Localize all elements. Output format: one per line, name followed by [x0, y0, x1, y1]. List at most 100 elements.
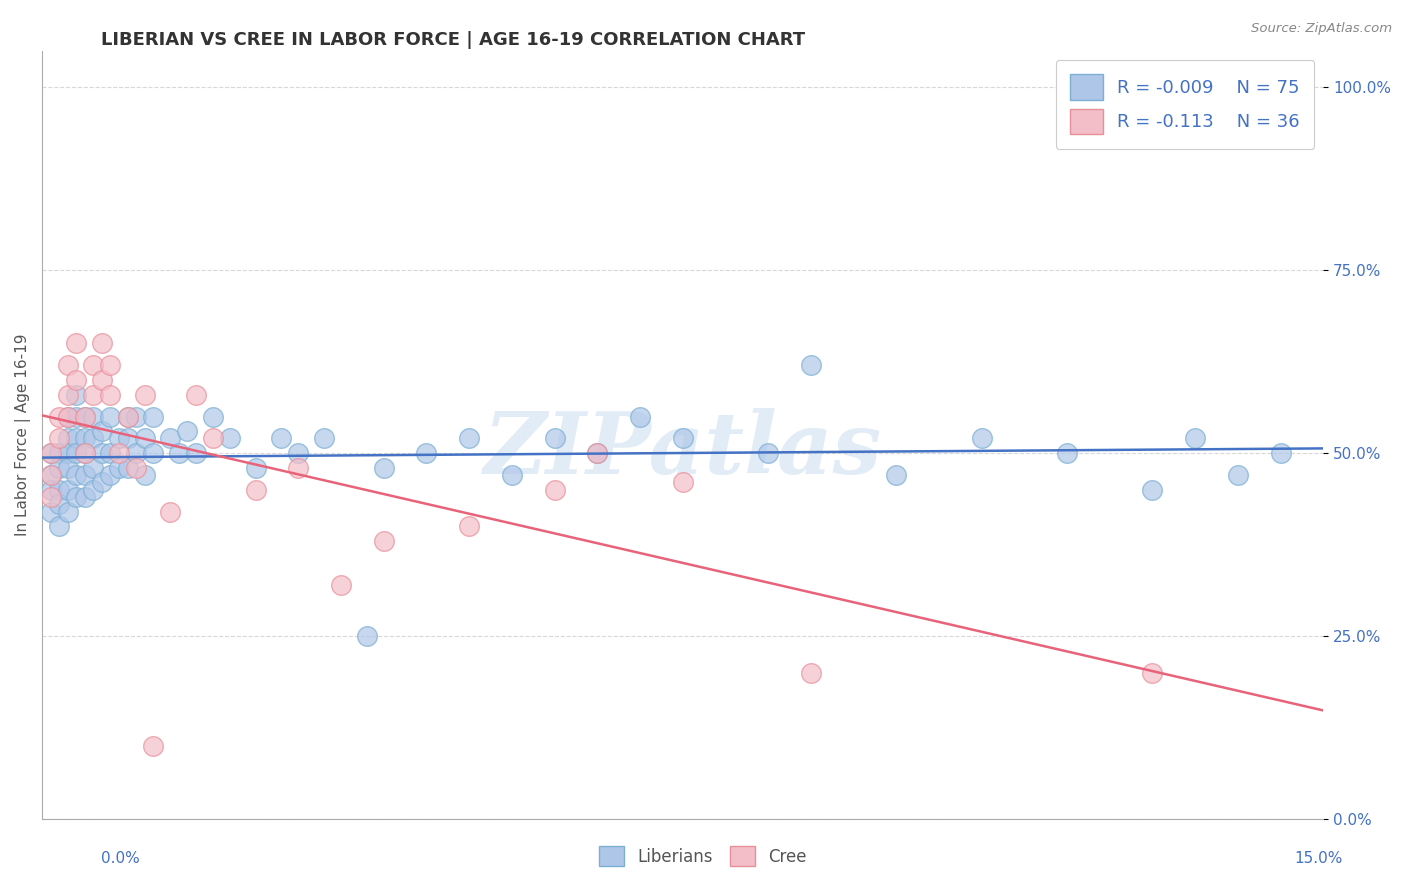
Point — [65, 409, 87, 424]
Point — [39, 468, 62, 483]
Point — [458, 519, 481, 533]
Text: ZIPatlas: ZIPatlas — [484, 409, 882, 491]
Point — [48, 460, 70, 475]
Point — [82, 359, 104, 373]
Point — [245, 460, 267, 475]
Point — [73, 468, 96, 483]
Point — [1142, 483, 1164, 497]
Point — [56, 409, 79, 424]
Point — [100, 387, 122, 401]
Point — [48, 446, 70, 460]
Point — [142, 739, 165, 753]
Point — [56, 446, 79, 460]
Point — [1142, 665, 1164, 680]
Point — [65, 490, 87, 504]
Text: 0.0%: 0.0% — [101, 852, 141, 866]
Point — [73, 446, 96, 460]
Point — [90, 424, 112, 438]
Point — [287, 446, 309, 460]
Legend: Liberians, Cree: Liberians, Cree — [591, 838, 815, 875]
Point — [100, 468, 122, 483]
Point — [56, 460, 79, 475]
Point — [201, 432, 224, 446]
Point — [65, 446, 87, 460]
Point — [100, 446, 122, 460]
Point — [90, 373, 112, 387]
Point — [39, 505, 62, 519]
Point — [82, 409, 104, 424]
Point — [167, 446, 190, 460]
Point — [56, 359, 79, 373]
Legend: R = -0.009    N = 75, R = -0.113    N = 36: R = -0.009 N = 75, R = -0.113 N = 36 — [1056, 60, 1315, 149]
Point — [184, 387, 207, 401]
Point — [142, 446, 165, 460]
Point — [39, 446, 62, 460]
Point — [672, 475, 695, 490]
Point — [501, 468, 523, 483]
Point — [142, 409, 165, 424]
Point — [330, 578, 353, 592]
Point — [65, 468, 87, 483]
Point — [90, 475, 112, 490]
Point — [415, 446, 437, 460]
Point — [82, 387, 104, 401]
Point — [56, 432, 79, 446]
Point — [39, 468, 62, 483]
Point — [125, 446, 148, 460]
Point — [73, 432, 96, 446]
Point — [39, 490, 62, 504]
Point — [800, 665, 823, 680]
Point — [117, 409, 139, 424]
Point — [184, 446, 207, 460]
Point — [356, 629, 378, 643]
Point — [134, 468, 156, 483]
Point — [543, 483, 565, 497]
Point — [373, 460, 395, 475]
Point — [73, 409, 96, 424]
Point — [73, 409, 96, 424]
Point — [159, 432, 181, 446]
Point — [82, 483, 104, 497]
Point — [270, 432, 292, 446]
Point — [125, 460, 148, 475]
Point — [82, 460, 104, 475]
Point — [800, 359, 823, 373]
Point — [884, 468, 907, 483]
Point — [1184, 432, 1206, 446]
Point — [117, 432, 139, 446]
Point — [65, 336, 87, 351]
Point — [73, 490, 96, 504]
Point — [312, 432, 335, 446]
Point — [65, 373, 87, 387]
Point — [56, 387, 79, 401]
Point — [48, 497, 70, 511]
Point — [134, 387, 156, 401]
Point — [201, 409, 224, 424]
Point — [56, 505, 79, 519]
Point — [48, 432, 70, 446]
Point — [48, 519, 70, 533]
Point — [56, 409, 79, 424]
Point — [125, 409, 148, 424]
Point — [176, 424, 198, 438]
Point — [245, 483, 267, 497]
Point — [73, 446, 96, 460]
Point — [586, 446, 609, 460]
Point — [82, 432, 104, 446]
Point — [628, 409, 651, 424]
Point — [117, 460, 139, 475]
Point — [373, 533, 395, 548]
Point — [65, 432, 87, 446]
Point — [1270, 446, 1292, 460]
Point — [108, 432, 131, 446]
Point — [100, 409, 122, 424]
Point — [756, 446, 779, 460]
Point — [134, 432, 156, 446]
Point — [48, 483, 70, 497]
Point — [100, 359, 122, 373]
Point — [287, 460, 309, 475]
Point — [90, 336, 112, 351]
Point — [65, 387, 87, 401]
Point — [39, 483, 62, 497]
Point — [90, 446, 112, 460]
